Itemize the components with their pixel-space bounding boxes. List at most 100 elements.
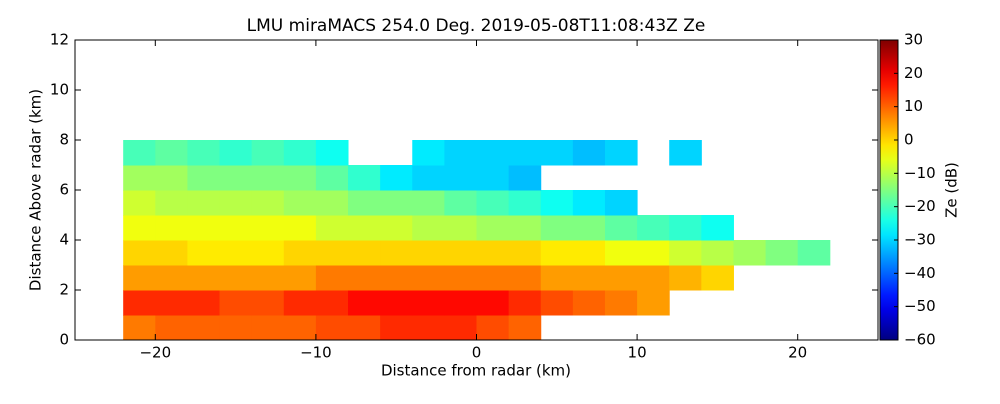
heat-cell [187,190,221,216]
heat-cell [604,240,638,266]
heat-cell [219,265,253,291]
heat-cell [123,190,156,216]
heat-cell [412,315,445,341]
heat-cell [444,265,477,291]
heat-cell [444,140,477,166]
heat-cell [412,190,445,216]
heat-cell [540,140,574,166]
heat-cell [315,165,349,191]
heat-cell [412,290,445,316]
heat-cell [476,165,510,191]
heat-cell [444,165,477,191]
heat-cell [123,315,156,341]
heat-cell [380,315,413,341]
heat-cell [412,265,445,291]
x-tick-label: −10 [300,344,332,362]
heat-cell [701,240,734,266]
y-tick-label: 12 [50,31,69,49]
colorbar-tick-label: 20 [904,64,923,82]
x-tick-label: 0 [472,344,482,362]
heat-cell [669,240,702,266]
heat-cell [315,190,349,216]
heat-cell [348,265,381,291]
colorbar-tick-label: 0 [904,131,914,149]
colorbar-tick-label: −50 [904,297,936,315]
heat-cell [219,215,253,241]
colorbar-label: Ze (dB) [943,162,961,218]
heat-cell [637,240,670,266]
colorbar-tick-label: −10 [904,164,936,182]
heat-cell [348,190,381,216]
heat-cell [701,215,734,241]
heat-cell [540,240,574,266]
heat-cell [187,165,221,191]
heat-cell [444,190,477,216]
y-tick-label: 2 [59,281,69,299]
y-tick-label: 6 [59,181,69,199]
heat-cell [123,240,156,266]
heat-cell [540,290,574,316]
heat-cell [155,215,188,241]
heat-cell [412,240,445,266]
heat-cell [572,265,606,291]
heat-cell [283,290,317,316]
heat-cell [251,265,285,291]
heat-cell [797,240,831,266]
x-axis-label: Distance from radar (km) [381,362,571,380]
heat-cell [315,140,349,166]
heat-cell [187,240,221,266]
heat-cell [444,290,477,316]
heat-cell [315,215,349,241]
heat-cell [219,315,253,341]
chart-title: LMU miraMACS 254.0 Deg. 2019-05-08T11:08… [247,16,706,36]
heat-cell [348,165,381,191]
heat-cell [123,290,156,316]
x-tick-label: 10 [628,344,647,362]
heat-cell [187,140,221,166]
heat-cell [219,165,253,191]
heat-cell [572,290,606,316]
heat-cell [123,140,156,166]
heat-cell [380,290,413,316]
heat-cell [412,215,445,241]
heat-cell [637,290,670,316]
heat-cell [251,215,285,241]
heat-cell [701,265,734,291]
heat-cell [412,165,445,191]
heat-cell [572,140,606,166]
heat-cell [155,315,188,341]
heat-cell [508,215,542,241]
heat-cell [380,165,413,191]
heat-cell [219,190,253,216]
heat-cell [476,315,510,341]
y-tick-label: 0 [59,331,69,349]
heat-cell [476,140,510,166]
heat-cell [348,215,381,241]
heat-cell [283,165,317,191]
heat-cell [508,315,542,341]
heat-cell [155,240,188,266]
colorbar-tick-label: 30 [904,31,923,49]
y-tick-label: 4 [59,231,69,249]
heat-cell [219,140,253,166]
colorbar-tick-label: −40 [904,264,936,282]
heat-cell [476,190,510,216]
heat-cell [476,290,510,316]
heat-cell [476,240,510,266]
heat-cell [348,315,381,341]
heat-cell [412,140,445,166]
heat-cell [733,240,767,266]
heat-cell [155,265,188,291]
heat-cell [669,215,702,241]
heat-cell [637,265,670,291]
heat-cell [508,240,542,266]
heat-cell [508,165,542,191]
heat-cell [219,240,253,266]
heat-cell [251,240,285,266]
heat-cell [604,190,638,216]
heat-cell [251,165,285,191]
heat-cell [444,215,477,241]
x-tick-label: −20 [139,344,171,362]
heat-cell [765,240,799,266]
